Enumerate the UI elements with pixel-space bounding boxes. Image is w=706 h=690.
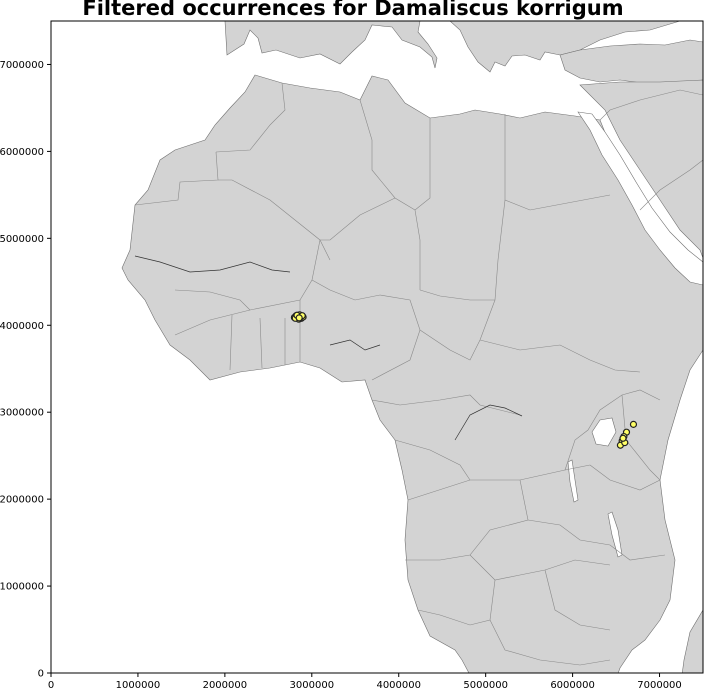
y-tick-label: 0 [38, 669, 44, 680]
plot-frame [50, 20, 704, 674]
y-tick-label: 4000000 [0, 321, 44, 332]
land-balkans [449, 21, 681, 73]
x-tick-label: 2000000 [203, 680, 248, 690]
rivers [134, 255, 523, 441]
x-tick-label: 3000000 [290, 680, 335, 690]
y-tick-label: 6000000 [0, 147, 44, 158]
y-tick-label: 1000000 [0, 582, 44, 593]
x-tick-label: 0 [48, 680, 54, 690]
country-borders [134, 82, 703, 666]
y-tick-label: 3000000 [0, 408, 44, 419]
x-tick-label: 5000000 [463, 680, 508, 690]
land-europe [224, 21, 438, 69]
y-tick-label: 5000000 [0, 234, 44, 245]
occurrence-point [295, 314, 303, 322]
x-tick-label: 4000000 [376, 680, 421, 690]
land-anatolia [559, 39, 703, 85]
occurrence-points [290, 311, 638, 449]
y-axis: 0 1000000 2000000 3000000 4000000 5000000 6000… [0, 60, 51, 680]
y-tick-label: 7000000 [0, 60, 44, 71]
land-madagascar [681, 609, 703, 673]
lake-victoria [591, 417, 617, 447]
x-tick-label: 6000000 [550, 680, 595, 690]
x-tick-label: 1000000 [116, 680, 161, 690]
map-title: Filtered occurrences for Damaliscus korr… [82, 0, 624, 20]
y-tick-label: 2000000 [0, 495, 44, 506]
map-area [51, 21, 703, 673]
lake-tanganyika [567, 459, 579, 503]
occurrence-point [629, 420, 638, 428]
occurrence-point [619, 434, 627, 442]
x-axis: 0 1000000 2000000 3000000 4000000 5000000 6000… [48, 673, 682, 690]
land-africa [121, 74, 703, 673]
x-tick-label: 7000000 [637, 680, 682, 690]
lake-malawi [607, 511, 623, 558]
land-arabia [579, 79, 703, 259]
red-sea [577, 111, 703, 286]
